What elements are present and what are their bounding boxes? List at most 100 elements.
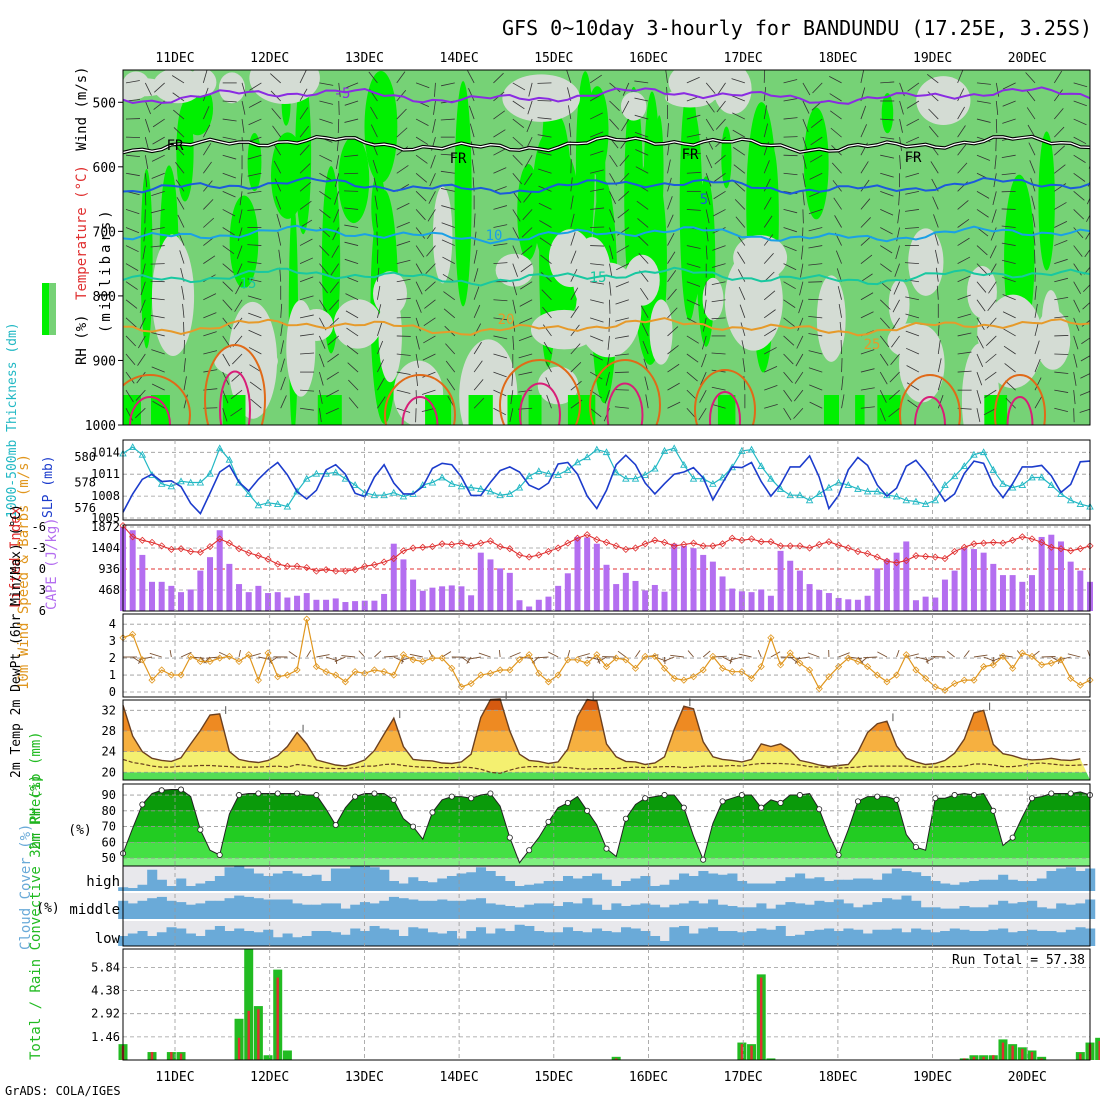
hot-contour [1006, 396, 1034, 425]
wind-barb [1073, 191, 1085, 201]
wind-barb [888, 407, 900, 418]
wind10m-point [883, 678, 891, 686]
rh-high-cell [1038, 131, 1055, 271]
thickness-point [602, 448, 611, 456]
cloud-bar [572, 931, 583, 946]
wind-barb [995, 100, 999, 115]
wind-barb [904, 262, 919, 265]
lifted-index-point [922, 552, 930, 560]
wind10m-point [747, 674, 756, 683]
cape-bar [439, 586, 446, 611]
cloud-bar [717, 874, 728, 891]
cloud-bar [427, 932, 438, 946]
wind-barb [833, 197, 842, 210]
cape-bar [729, 588, 736, 611]
wind-barb [763, 197, 772, 210]
cloud-bar [147, 869, 158, 891]
cloud-bar [872, 929, 883, 946]
rh-unit-label: (%) [68, 823, 91, 838]
wind-barb [248, 100, 262, 108]
wind-barb [860, 368, 875, 373]
wind-barb [783, 172, 798, 176]
wind-barb [991, 209, 997, 223]
thickness-point [244, 489, 253, 497]
rh2m-point [990, 807, 997, 814]
cape-bar [912, 600, 919, 611]
cloud-bar [524, 926, 535, 946]
cloud-bar [891, 928, 902, 946]
wind-barb [396, 165, 409, 174]
rh2m-point [371, 790, 378, 797]
rh-low-cell [333, 299, 382, 349]
cloud-bar [746, 931, 757, 946]
wind10m-point [1038, 661, 1046, 669]
cloud-bar [514, 886, 525, 891]
wind-barb [319, 245, 330, 256]
wind-barb [891, 335, 900, 348]
wind-barb [566, 70, 572, 84]
lifted-index-point [196, 548, 204, 556]
cloud-bar [959, 929, 970, 946]
cloud-bar [321, 903, 332, 919]
wind-barb [1001, 259, 1016, 265]
wind-barb [537, 117, 552, 120]
lifted-index-point [960, 543, 968, 551]
precip-total-bar [282, 1050, 292, 1060]
wind-barb [152, 400, 165, 409]
wind-barb [667, 401, 681, 409]
wind-barb [274, 178, 282, 192]
wind10m-barb [384, 655, 398, 658]
wind-barb [473, 268, 479, 282]
wind-barb [698, 408, 707, 421]
wind-barb [335, 155, 340, 170]
lifted-index-point [602, 538, 611, 546]
wind-barb [230, 389, 243, 400]
wind-barb [222, 245, 235, 255]
wind-barb [344, 82, 359, 89]
lifted-index-point [1009, 536, 1017, 544]
wind-barb [667, 233, 675, 246]
cloud-bar [698, 903, 709, 919]
precip-convective-bar [963, 1058, 966, 1060]
cloud-bar [427, 900, 438, 919]
cape-bar [680, 545, 687, 611]
wind-barb [299, 295, 314, 301]
thickness-point [631, 474, 640, 482]
thickness-point [941, 481, 949, 489]
wind-barb [808, 333, 823, 337]
lifted-index-point [467, 542, 475, 550]
cloud-level-label: low [95, 931, 121, 947]
thickness-point [747, 445, 756, 453]
cloud-bar [475, 927, 487, 946]
wind-barb [831, 162, 842, 174]
wind10m-barb [687, 650, 694, 658]
wind-barb [493, 353, 508, 359]
hot-contour [129, 396, 171, 425]
cape-bar [748, 592, 755, 611]
precip-convective-bar [614, 1058, 618, 1060]
wind-barb [518, 353, 533, 359]
cloud-bar [669, 927, 680, 946]
cloud-bar [775, 926, 786, 946]
lifted-index-point [689, 539, 698, 547]
lifted-index-point [496, 543, 504, 551]
wind-barb [345, 293, 359, 301]
rh2m-point [700, 856, 707, 863]
lifted-index-point [158, 542, 166, 550]
thickness-point [457, 482, 466, 490]
cloud-bar [446, 900, 458, 919]
wind-barb [175, 161, 185, 174]
wind-barb [928, 126, 939, 138]
thickness-point [718, 473, 727, 481]
wind-barb [344, 207, 359, 210]
wind-barb [396, 108, 407, 120]
cloud-bar [156, 896, 167, 919]
precip-panel: 1.462.924.385.84 Run Total = 57.38 Total… [28, 731, 1100, 1061]
wind-barb [327, 353, 339, 363]
wind-barb [300, 333, 314, 337]
wind10m-barb [757, 649, 762, 658]
wind-barb [640, 287, 649, 301]
wind-barb [542, 306, 552, 319]
